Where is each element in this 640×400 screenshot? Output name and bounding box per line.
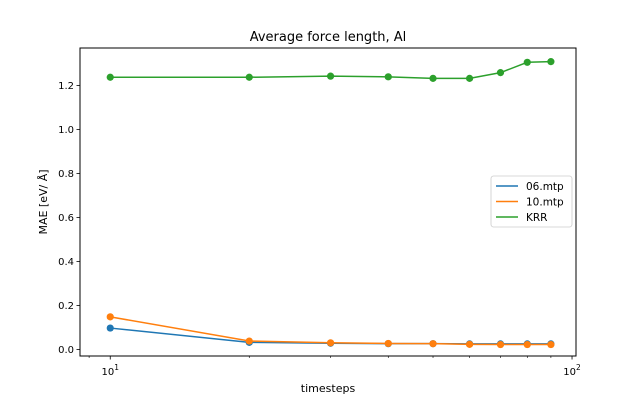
series-0-point-0: [106, 324, 114, 332]
legend: 06.mtp 10.mtp KRR: [490, 175, 573, 228]
legend-box: [490, 175, 573, 228]
x-tick-label: 102: [563, 363, 581, 378]
series-2-point-1: [245, 73, 253, 81]
series-1-point-1: [245, 337, 253, 345]
series-2-point-8: [547, 58, 555, 66]
y-tick-label: 0.8: [58, 169, 74, 180]
y-tick-label: 0.4: [58, 257, 74, 268]
y-tick-label: 1.2: [58, 81, 74, 92]
series-2-point-2: [326, 72, 335, 80]
y-tick-label: 0.6: [58, 213, 74, 224]
series-1-point-4: [429, 340, 437, 348]
series-1-point-7: [523, 340, 531, 349]
series-2-point-4: [429, 74, 437, 82]
series-1-point-8: [547, 340, 555, 349]
x-tick-label: 101: [101, 363, 119, 378]
series-2-point-5: [465, 74, 474, 82]
y-axis: 0.0 0.2 0.4 0.6 0.8 1.0 1.2: [58, 81, 80, 356]
series-1-point-3: [384, 339, 392, 348]
legend-label-2: KRR: [526, 212, 547, 224]
series-2-point-6: [496, 69, 505, 77]
x-axis-label: timesteps: [301, 382, 356, 395]
series-2-point-0: [106, 73, 114, 81]
series-layer: [106, 58, 555, 349]
y-tick-label: 1.0: [58, 125, 74, 136]
x-axis: 101 102: [88, 356, 581, 378]
series-2-point-3: [384, 73, 392, 81]
y-tick-label: 0.0: [58, 345, 74, 356]
series-1-point-6: [496, 340, 505, 349]
legend-label-0: 06.mtp: [526, 181, 564, 193]
series-2-point-7: [523, 58, 531, 66]
y-axis-label: MAE [eV/ Å]: [37, 169, 50, 234]
series-1-point-5: [465, 340, 474, 348]
series-1-point-2: [326, 339, 335, 347]
y-tick-label: 0.2: [58, 301, 74, 312]
plot-frame: [79, 47, 577, 357]
series-1-point-0: [106, 313, 114, 321]
axes-layer: [79, 47, 577, 357]
legend-label-1: 10.mtp: [526, 196, 564, 208]
chart-title: Average force length, Al: [250, 30, 407, 45]
